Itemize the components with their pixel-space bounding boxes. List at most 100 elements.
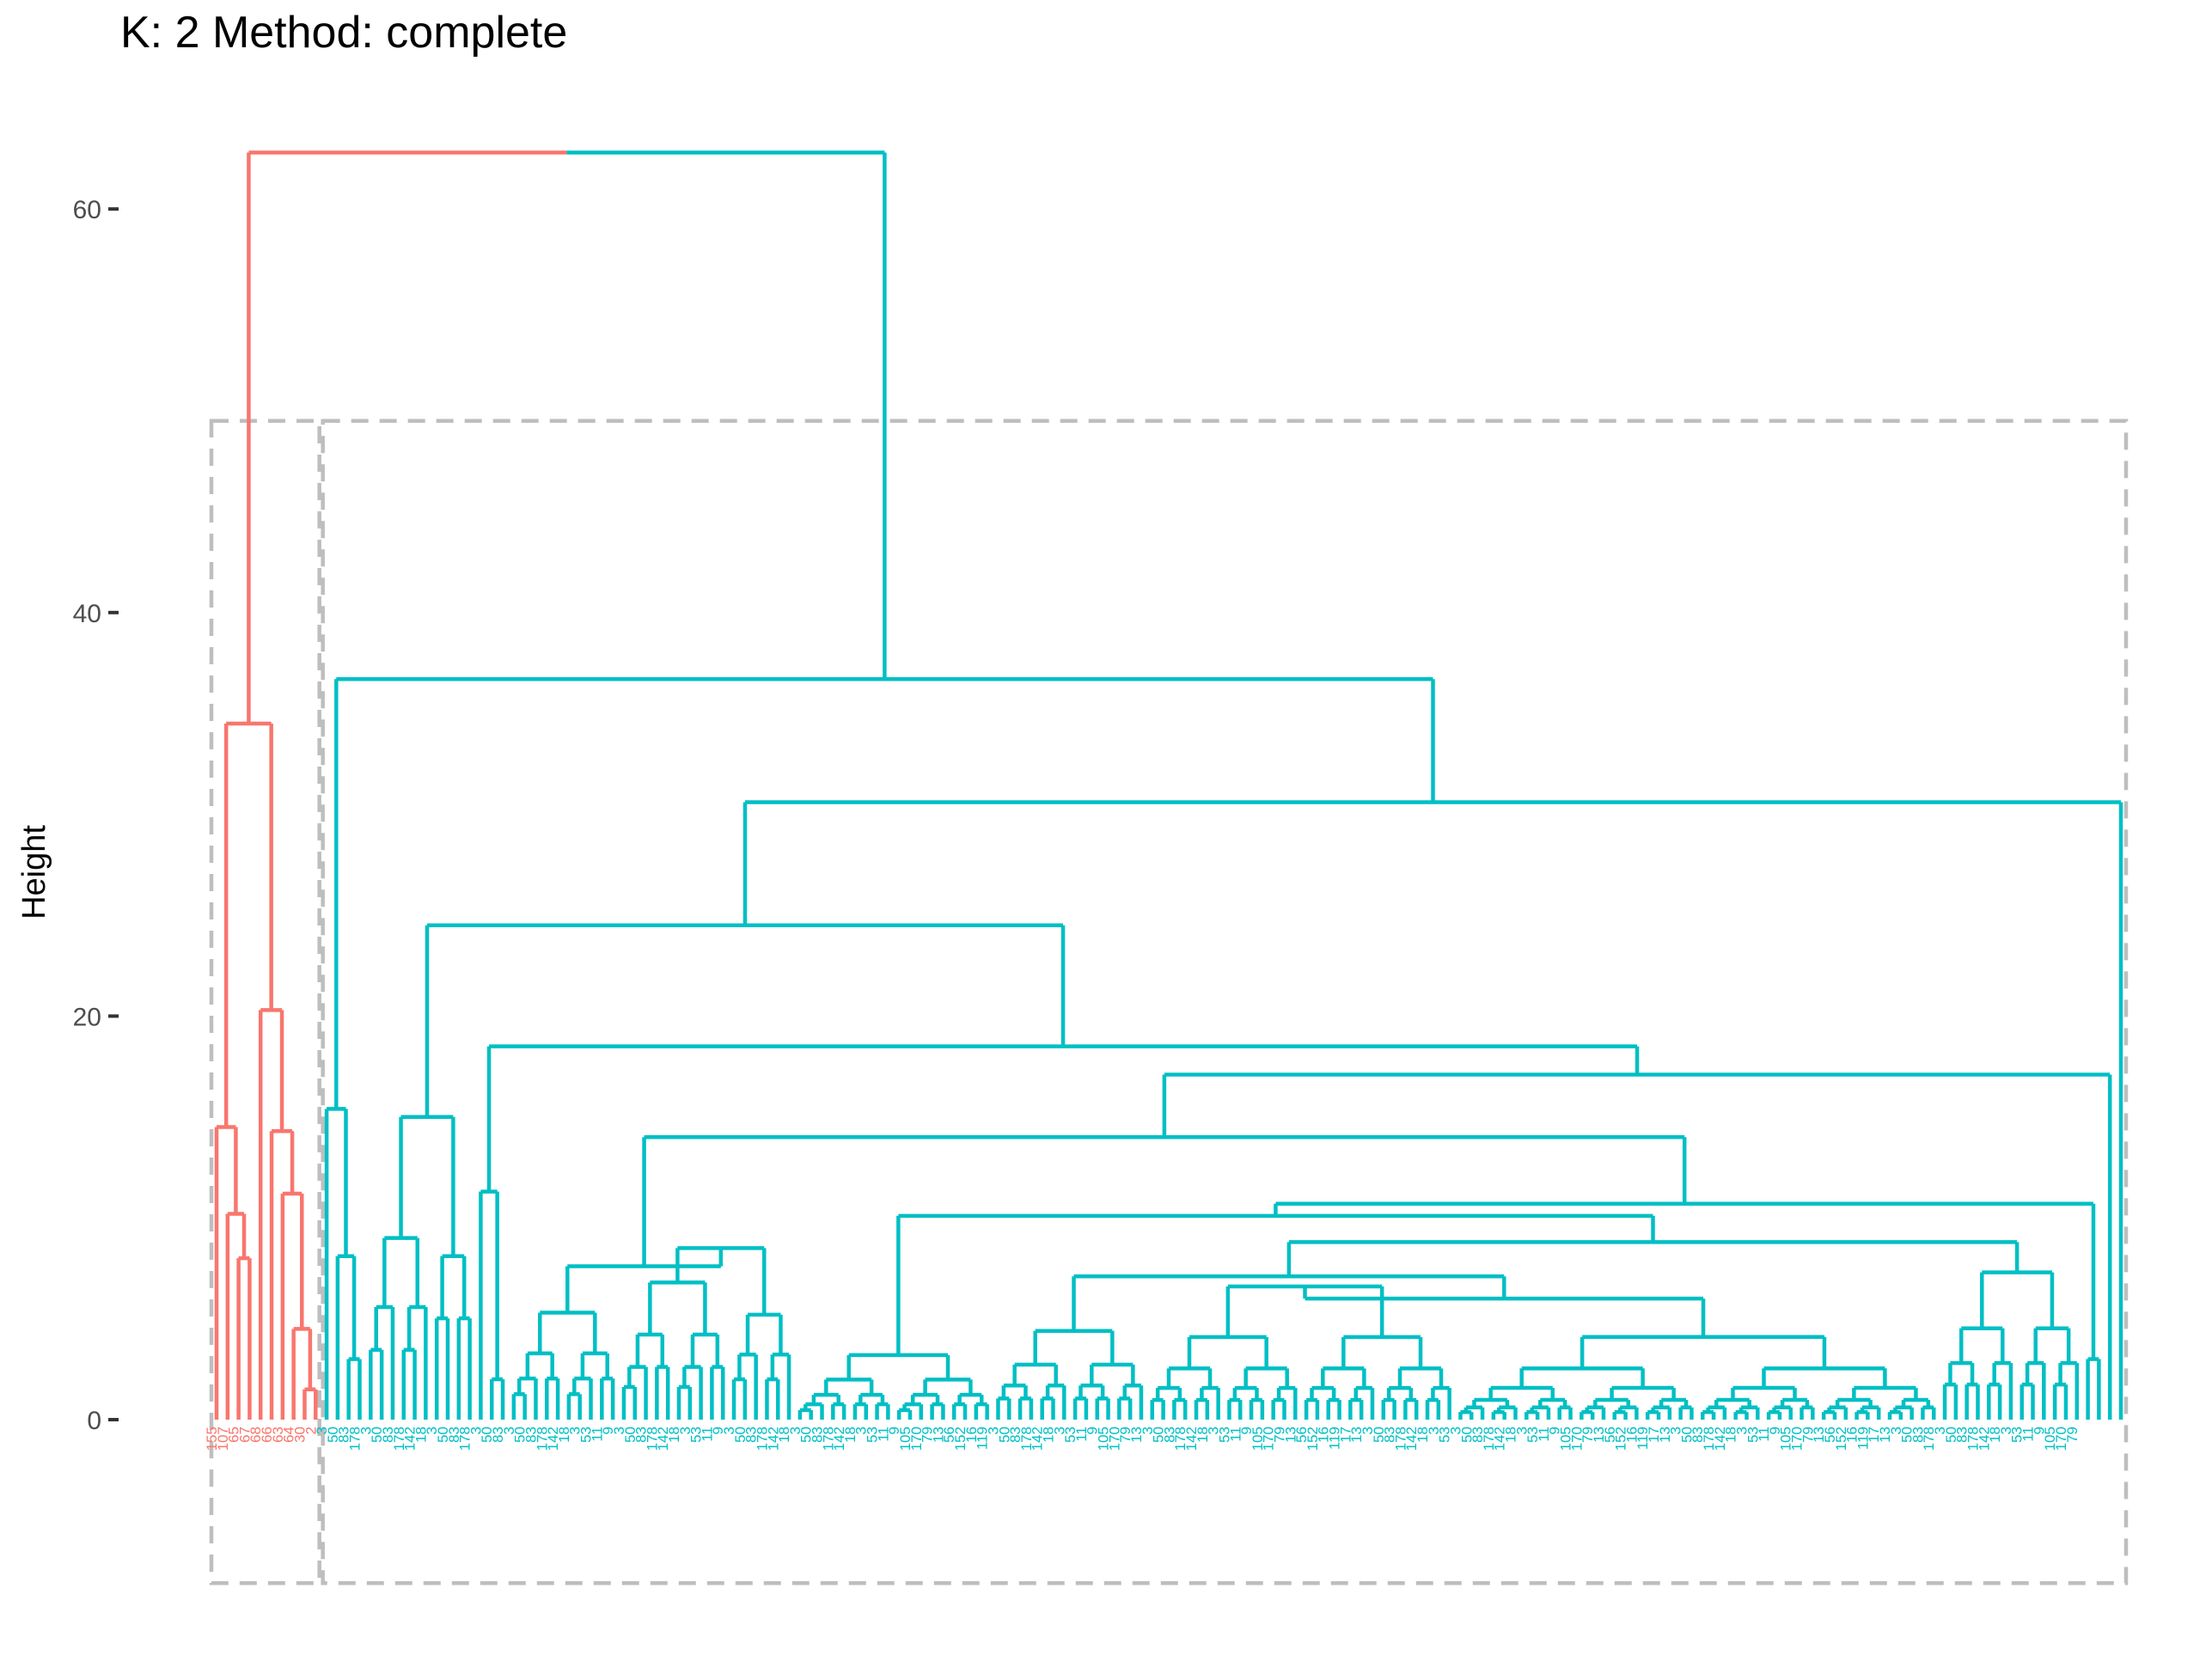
- leaf-label: 56: [1822, 1427, 1838, 1443]
- leaf-label: 105: [1250, 1427, 1266, 1451]
- leaf-label: 170: [2053, 1427, 2069, 1451]
- leaf-label: 142: [831, 1427, 847, 1451]
- leaf-label: 53: [1216, 1427, 1232, 1443]
- leaf-labels: 1551076567686663643023508317835083178142…: [204, 1427, 2081, 1451]
- leaf-label: 178: [391, 1427, 407, 1451]
- leaf-label: 178: [1921, 1427, 1937, 1451]
- leaf-label: 3: [1733, 1427, 1750, 1434]
- leaf-label: 142: [655, 1427, 671, 1451]
- leaf-label: 2: [302, 1427, 319, 1434]
- y-tick-label: 20: [73, 1003, 101, 1031]
- leaf-label: 9: [1085, 1427, 1101, 1434]
- y-tick-label: 0: [87, 1407, 101, 1435]
- leaf-label: 16: [963, 1427, 980, 1443]
- leaf-label: 11: [589, 1427, 605, 1442]
- leaf-label: 56: [941, 1427, 957, 1443]
- leaf-label: 3: [424, 1427, 440, 1434]
- leaf-label: 79: [1271, 1427, 1287, 1443]
- leaf-label: 50: [479, 1427, 495, 1443]
- leaf-label: 105: [1778, 1427, 1794, 1451]
- leaf-label: 18: [666, 1427, 682, 1443]
- leaf-label: 142: [1712, 1427, 1728, 1451]
- leaf-label: 9: [1547, 1427, 1563, 1434]
- leaf-label: 17: [1646, 1427, 1662, 1443]
- leaf-label: 170: [1261, 1427, 1277, 1451]
- leaf-label: 83: [1382, 1427, 1398, 1443]
- leaf-label: 53: [1745, 1427, 1761, 1443]
- leaf-label: 178: [1018, 1427, 1035, 1451]
- leaf-label: 50: [325, 1427, 341, 1443]
- leaf-label: 83: [633, 1427, 650, 1443]
- leaf-label: 3: [1668, 1427, 1684, 1434]
- leaf-label: 18: [776, 1427, 792, 1443]
- leaf-label: 50: [435, 1427, 451, 1443]
- leaf-label: 13: [1877, 1427, 1893, 1443]
- leaf-label: 3: [787, 1427, 804, 1434]
- leaf-label: 79: [1580, 1427, 1596, 1443]
- leaf-label: 3: [501, 1427, 517, 1434]
- leaf-label: 178: [1965, 1427, 1981, 1451]
- leaf-label: 18: [842, 1427, 859, 1443]
- leaf-label: 105: [1558, 1427, 1574, 1451]
- leaf-label: 152: [952, 1427, 969, 1451]
- dendrogram-tree: [214, 150, 2123, 1420]
- leaf-label: 170: [1568, 1427, 1585, 1451]
- leaf-label: 50: [1678, 1427, 1695, 1443]
- leaf-label: 142: [765, 1427, 781, 1451]
- leaf-label: 83: [1910, 1427, 1926, 1443]
- leaf-label: 3: [1206, 1427, 1222, 1434]
- cluster-rectangles: [209, 419, 2129, 1586]
- leaf-label: 83: [380, 1427, 396, 1443]
- leaf-label: 18: [1041, 1427, 1057, 1443]
- leaf-label: 83: [1690, 1427, 1706, 1443]
- leaf-label: 9: [600, 1427, 616, 1434]
- leaf-label: 83: [1954, 1427, 1971, 1443]
- leaf-label: 142: [1976, 1427, 1992, 1451]
- leaf-label: 53: [578, 1427, 595, 1443]
- leaf-label: 56: [1602, 1427, 1618, 1443]
- leaf-label: 50: [1943, 1427, 1959, 1443]
- leaf-label: 3: [1140, 1427, 1156, 1434]
- leaf-label: 152: [1613, 1427, 1629, 1451]
- leaf-label: 178: [820, 1427, 836, 1451]
- leaf-label: 83: [490, 1427, 506, 1443]
- leaf-label: 178: [1701, 1427, 1717, 1451]
- leaf-label: 155: [204, 1427, 220, 1451]
- chart-title: K: 2 Method: complete: [120, 8, 568, 58]
- leaf-label: 3: [1932, 1427, 1948, 1434]
- leaf-label: 53: [1062, 1427, 1079, 1443]
- leaf-label: 170: [1106, 1427, 1122, 1451]
- leaf-label: 3: [1051, 1427, 1067, 1434]
- leaf-label: 13: [1657, 1427, 1673, 1443]
- leaf-label: 119: [1635, 1427, 1651, 1450]
- leaf-label: 83: [743, 1427, 760, 1443]
- leaf-label: 178: [457, 1427, 474, 1451]
- leaf-label: 3: [314, 1427, 330, 1434]
- leaf-label: 56: [1293, 1427, 1310, 1443]
- leaf-label: 79: [1800, 1427, 1816, 1443]
- leaf-label: 13: [930, 1427, 946, 1443]
- leaf-label: 3: [985, 1427, 1001, 1434]
- leaf-label: 3: [721, 1427, 737, 1434]
- leaf-label: 53: [865, 1427, 881, 1443]
- leaf-label: 178: [1392, 1427, 1408, 1451]
- leaf-label: 50: [369, 1427, 385, 1443]
- leaf-label: 3: [1360, 1427, 1376, 1434]
- leaf-label: 11: [1227, 1427, 1243, 1442]
- leaf-label: 11: [1756, 1427, 1772, 1442]
- leaf-label: 11: [1073, 1427, 1090, 1442]
- leaf-label: 142: [545, 1427, 561, 1451]
- leaf-label: 9: [2031, 1427, 2047, 1434]
- leaf-label: 9: [1767, 1427, 1783, 1434]
- leaf-label: 178: [1481, 1427, 1497, 1451]
- leaf-label: 11: [699, 1427, 715, 1442]
- leaf-label: 79: [2064, 1427, 2081, 1443]
- y-tick-label: 40: [73, 600, 101, 628]
- leaf-label: 105: [1096, 1427, 1112, 1451]
- cluster-2-rect: [321, 419, 2129, 1586]
- leaf-label: 107: [215, 1427, 231, 1451]
- leaf-label: 142: [1492, 1427, 1508, 1451]
- leaf-label: 50: [622, 1427, 639, 1443]
- y-axis: 0 20 40 60: [73, 196, 119, 1435]
- leaf-label: 53: [2009, 1427, 2026, 1443]
